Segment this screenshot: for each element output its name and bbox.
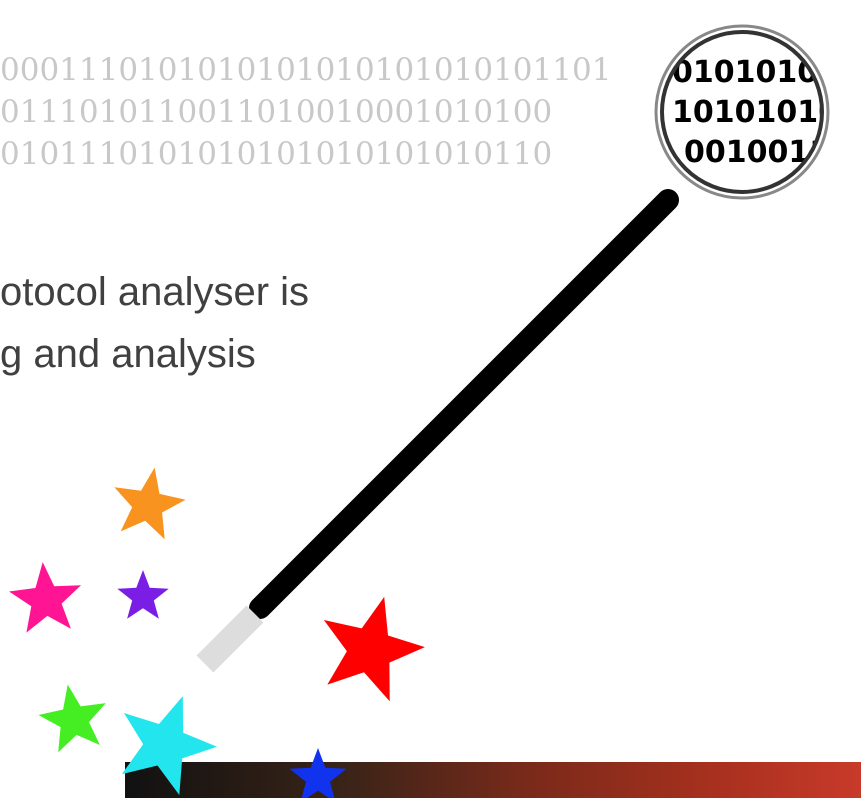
- star: [324, 597, 425, 701]
- wand-handle: [260, 200, 668, 608]
- magnified-line: 10101010: [672, 95, 839, 130]
- star: [114, 468, 185, 540]
- binary-line: 0001110101010101010101010101101: [0, 52, 611, 88]
- magnified-line: 01010101: [672, 55, 839, 90]
- body-text: otocol analyser is: [0, 270, 309, 314]
- slide: 0001110101010101010101010101101 01110101…: [0, 0, 861, 798]
- binary-line: 0111010110011010010001010100: [0, 94, 552, 130]
- wand-tip: [205, 614, 255, 664]
- footer-band: [125, 762, 861, 798]
- star: [117, 570, 168, 619]
- binary-line: 0101110101010101010101010110: [0, 136, 552, 172]
- star: [9, 562, 81, 633]
- body-text: g and analysis: [0, 332, 256, 376]
- star: [38, 685, 105, 753]
